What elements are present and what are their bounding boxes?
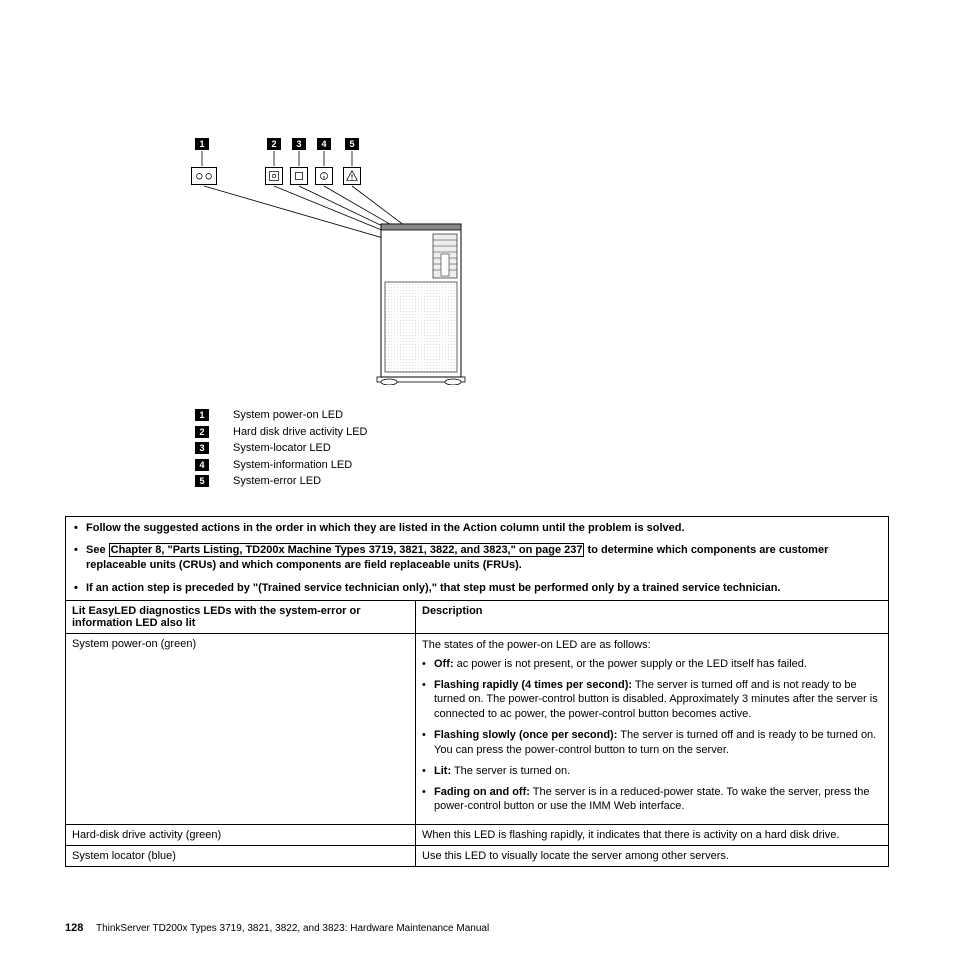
instruction-item: Follow the suggested actions in the orde… [72,521,882,536]
led-diagram: 1 2 3 4 5 [195,120,735,395]
table-row: System locator (blue) Use this LED to vi… [66,846,889,867]
footer-text: ThinkServer TD200x Types 3719, 3821, 382… [96,923,489,934]
led-name-cell: System power-on (green) [66,633,416,824]
legend-label: Hard disk drive activity LED [233,424,368,441]
table-row: System power-on (green) The states of th… [66,633,889,824]
led-desc-cell: When this LED is flashing rapidly, it in… [416,825,889,846]
page-content: 1 2 3 4 5 [65,120,889,867]
legend-label: System-locator LED [233,440,331,457]
col-header-desc: Description [416,600,889,633]
desc-bold: Lit: [434,765,451,777]
legend-num: 5 [195,475,209,487]
led-table: Follow the suggested actions in the orde… [65,516,889,868]
legend-row: 3 System-locator LED [195,440,889,457]
desc-item: Lit: The server is turned on. [422,764,882,779]
legend-label: System power-on LED [233,407,343,424]
desc-item: Off: ac power is not present, or the pow… [422,657,882,672]
legend-label: System-information LED [233,457,352,474]
table-row: Hard-disk drive activity (green) When th… [66,825,889,846]
led-desc-cell: Use this LED to visually locate the serv… [416,846,889,867]
page-footer: 128 ThinkServer TD200x Types 3719, 3821,… [65,922,489,934]
led-desc-cell: The states of the power-on LED are as fo… [416,633,889,824]
chapter-link[interactable]: Chapter 8, "Parts Listing, TD200x Machin… [109,543,585,557]
desc-bold: Flashing slowly (once per second): [434,729,617,741]
legend-row: 4 System-information LED [195,457,889,474]
legend-row: 1 System power-on LED [195,407,889,424]
desc-item: Fading on and off: The server is in a re… [422,785,882,815]
col-header-led: Lit EasyLED diagnostics LEDs with the sy… [66,600,416,633]
desc-intro: The states of the power-on LED are as fo… [422,638,882,653]
desc-bold: Off: [434,658,454,670]
page-number: 128 [65,922,83,934]
led-name-cell: System locator (blue) [66,846,416,867]
legend-num: 1 [195,409,209,421]
desc-text: ac power is not present, or the power su… [454,658,807,670]
legend-num: 2 [195,426,209,438]
desc-item: Flashing slowly (once per second): The s… [422,728,882,758]
desc-bold: Flashing rapidly (4 times per second): [434,679,632,691]
instruction-item: If an action step is preceded by "(Train… [72,581,882,596]
desc-item: Flashing rapidly (4 times per second): T… [422,678,882,723]
desc-bold: Fading on and off: [434,786,530,798]
instructions-cell: Follow the suggested actions in the orde… [66,516,889,600]
legend-label: System-error LED [233,473,321,490]
instr-text: See [86,544,109,556]
instruction-item: See Chapter 8, "Parts Listing, TD200x Ma… [72,543,882,573]
desc-text: The server is turned on. [451,765,570,777]
legend-num: 4 [195,459,209,471]
led-name-cell: Hard-disk drive activity (green) [66,825,416,846]
diagram-legend: 1 System power-on LED 2 Hard disk drive … [195,407,889,490]
legend-num: 3 [195,442,209,454]
server-tower-icon [375,220,467,385]
legend-row: 5 System-error LED [195,473,889,490]
legend-row: 2 Hard disk drive activity LED [195,424,889,441]
